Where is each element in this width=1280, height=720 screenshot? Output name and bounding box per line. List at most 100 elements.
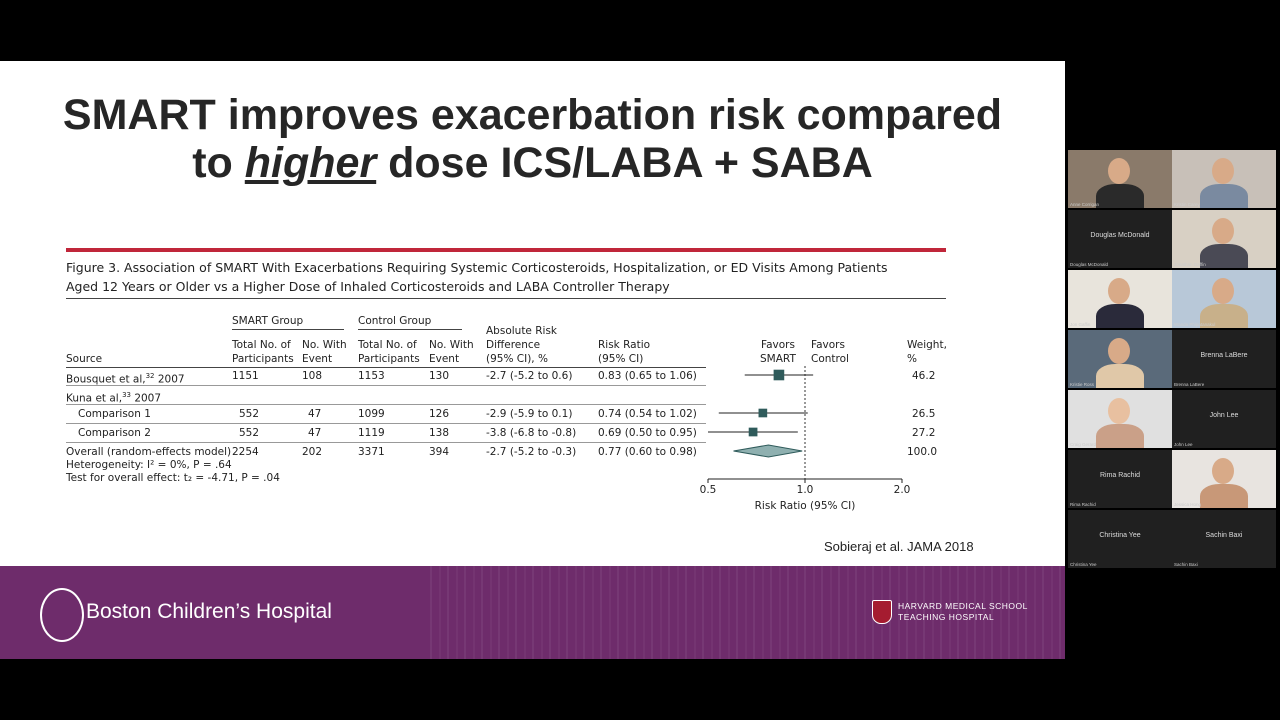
row-smart-event: 108	[302, 370, 323, 382]
overall-effect-text: Test for overall effect: t₂ = -4.71, P =…	[66, 472, 280, 484]
row-source: Comparison 2	[78, 427, 151, 439]
figure-top-rule	[66, 248, 946, 252]
participant-tile[interactable]: Wanda Phipatanakul	[1172, 270, 1276, 328]
x-axis-label: Risk Ratio (95% CI)	[755, 500, 856, 512]
ard-header-3: (95% CI), %	[486, 353, 548, 365]
row-rule	[66, 404, 706, 405]
participant-tile[interactable]: John Lee John Lee	[1172, 390, 1276, 448]
row-source: Kuna et al,33 2007	[66, 391, 162, 405]
source-header: Source	[66, 353, 103, 365]
participant-video-head	[1212, 158, 1234, 184]
smart-event-header-2: Event	[302, 353, 333, 365]
hms-label: HARVARD MEDICAL SCHOOL TEACHING HOSPITAL	[898, 601, 1028, 622]
participant-tile[interactable]: Douglas McDonald Douglas McDonald	[1068, 210, 1172, 268]
footer-pattern	[430, 566, 1065, 659]
row-smart-total: 1151	[232, 370, 259, 382]
participant-video-body	[1200, 244, 1248, 268]
x-tick-label: 2.0	[894, 484, 911, 496]
favors-control-header-2: Control	[811, 353, 849, 365]
row-rr: 0.69 (0.50 to 0.95)	[598, 427, 697, 439]
participant-video-head	[1212, 458, 1234, 484]
participant-label: Sachin Baxi	[1174, 562, 1198, 567]
row-weight: 26.5	[912, 408, 936, 420]
control-group-rule	[358, 329, 462, 330]
row-ctrl-event: 394	[429, 446, 450, 458]
row-ctrl-event: 126	[429, 408, 450, 420]
ctrl-event-header-1: No. With	[429, 339, 474, 351]
participant-tile[interactable]: Craig Gerard	[1068, 390, 1172, 448]
participant-tile[interactable]: Jon Gaffin	[1068, 270, 1172, 328]
smart-group-rule	[232, 329, 344, 330]
participant-video-body	[1096, 364, 1144, 388]
participant-tile[interactable]: Jessica Hong	[1172, 450, 1276, 508]
title-line-2-pre: to	[192, 139, 245, 187]
participant-video-body	[1096, 304, 1144, 328]
participant-video-head	[1212, 278, 1234, 304]
participant-tile[interactable]: Kristie Ross	[1068, 330, 1172, 388]
row-smart-event: 47	[308, 427, 322, 439]
participant-video-body	[1200, 304, 1248, 328]
effect-square	[748, 427, 758, 437]
row-rr: 0.77 (0.60 to 0.98)	[598, 446, 697, 458]
caption-rule	[66, 298, 946, 299]
row-ard: -2.7 (-5.2 to -0.3)	[486, 446, 577, 458]
participant-video-body	[1096, 184, 1144, 208]
participant-label: Kristin Carey	[1174, 202, 1200, 207]
row-source: Comparison 1	[78, 408, 151, 420]
figure-caption-line-1: Figure 3. Association of SMART With Exac…	[66, 260, 888, 275]
row-source: Bousquet et al,32 2007	[66, 372, 185, 386]
row-rule	[66, 423, 706, 424]
participant-tile[interactable]: Jonathan Gaffin	[1172, 210, 1276, 268]
participant-label: Brenna LaBere	[1174, 382, 1205, 387]
participant-video-body	[1096, 424, 1144, 448]
row-weight: 46.2	[912, 370, 936, 382]
row-smart-total: 552	[239, 427, 260, 439]
ard-header-1: Absolute Risk	[486, 325, 557, 337]
smart-total-header-1: Total No. of	[232, 339, 291, 351]
row-ctrl-total: 1153	[358, 370, 385, 382]
participant-name: John Lee	[1209, 412, 1239, 419]
participant-tile[interactable]: Brenna LaBere Brenna LaBere	[1172, 330, 1276, 388]
row-rr: 0.74 (0.54 to 1.02)	[598, 408, 697, 420]
control-group-header: Control Group	[358, 315, 432, 327]
effect-square	[758, 408, 768, 418]
participant-video-head	[1108, 338, 1130, 364]
title-line-1: SMART improves exacerbation risk compare…	[62, 91, 1003, 139]
participant-label: Wanda Phipatanakul	[1174, 322, 1216, 327]
participant-label: Kristie Ross	[1070, 382, 1095, 387]
participant-tile[interactable]: Kristin Carey	[1172, 150, 1276, 208]
figure-caption-line-2: Aged 12 Years or Older vs a Higher Dose …	[66, 279, 670, 294]
citation: Sobieraj et al. JAMA 2018	[824, 539, 974, 554]
favors-smart-header-2: SMART	[760, 353, 796, 365]
participant-tile[interactable]: Sachin Baxi Sachin Baxi	[1172, 510, 1276, 568]
participant-tile[interactable]: Anne Corrigan	[1068, 150, 1172, 208]
row-rule	[66, 385, 706, 386]
participant-label: Craig Gerard	[1070, 442, 1097, 447]
title-emphasis: higher	[244, 139, 377, 187]
row-ctrl-total: 1119	[358, 427, 385, 439]
rr-header-2: (95% CI)	[598, 353, 644, 365]
ard-header-2: Difference	[486, 339, 541, 351]
participant-label: Jessica Hong	[1174, 502, 1202, 507]
overall-diamond	[733, 444, 803, 458]
ctrl-total-header-1: Total No. of	[358, 339, 417, 351]
weight-header-2: %	[907, 353, 917, 365]
row-ard: -2.9 (-5.9 to 0.1)	[486, 408, 573, 420]
row-ctrl-total: 1099	[358, 408, 385, 420]
forest-plot: 0.5 1.0 2.0 Risk Ratio (95% CI)	[700, 366, 911, 512]
title-line-2-post: dose ICS/LABA + SABA	[376, 139, 873, 187]
hospital-name: Boston Children’s Hospital	[86, 600, 332, 623]
participant-name: Douglas McDonald	[1090, 232, 1150, 239]
participant-video-head	[1108, 398, 1130, 424]
participant-video-head	[1108, 278, 1130, 304]
participant-tile[interactable]: Rima Rachid Rima Rachid	[1068, 450, 1172, 508]
figure-caption: Figure 3. Association of SMART With Exac…	[66, 258, 946, 296]
row-smart-event: 202	[302, 446, 323, 458]
participant-tile[interactable]: Christina Yee Christina Yee	[1068, 510, 1172, 568]
favors-smart-header-1: Favors	[761, 339, 795, 351]
slide-footer: Boston Children’s Hospital HARVARD MEDIC…	[0, 566, 1065, 659]
participant-label: Christina Yee	[1070, 562, 1097, 567]
row-smart-total: 552	[239, 408, 260, 420]
participant-name: Brenna LaBere	[1200, 352, 1248, 359]
participant-label: Jonathan Gaffin	[1174, 262, 1206, 267]
